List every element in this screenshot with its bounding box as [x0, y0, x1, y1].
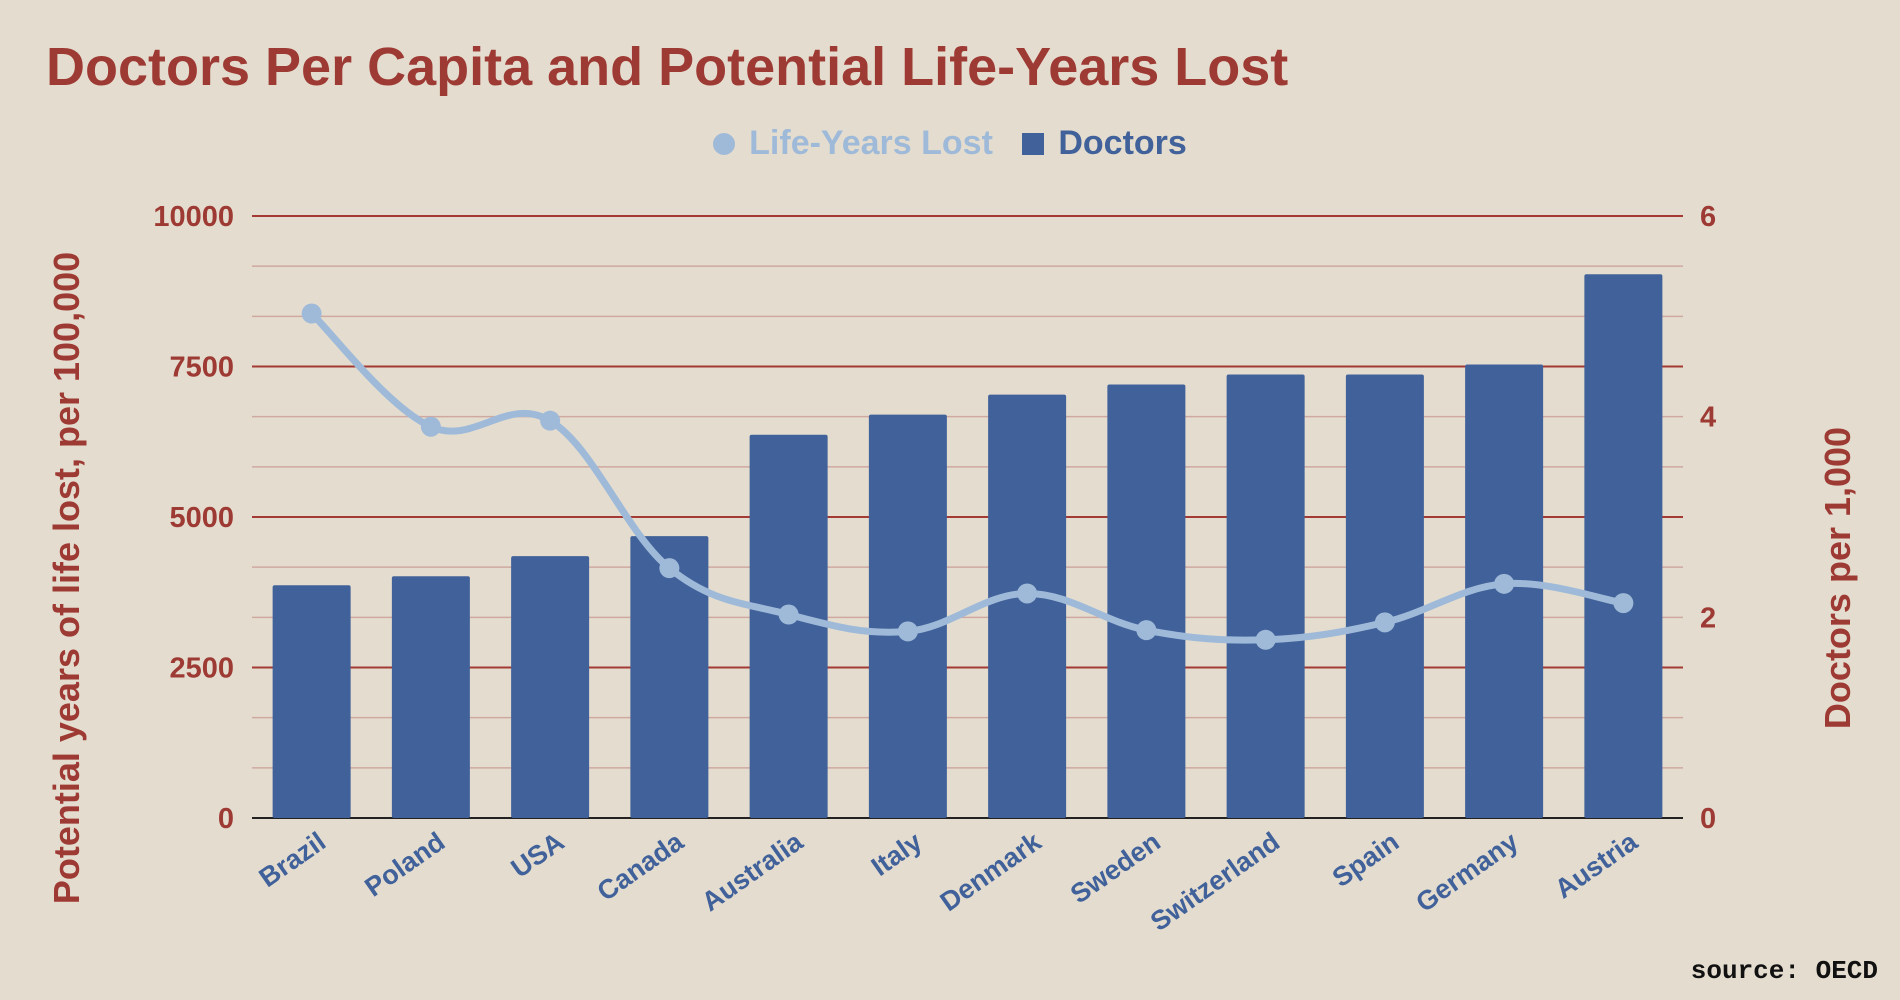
x-tick-label-brazil: Brazil	[254, 826, 331, 893]
bar-spain[interactable]	[1345, 374, 1424, 818]
gridlines	[252, 215, 1683, 819]
legend-item-doctors[interactable]: Doctors	[1022, 124, 1187, 163]
right-tick-label: 0	[1700, 803, 1716, 835]
right-tick-label: 6	[1700, 201, 1716, 233]
source-note: source: OECD	[1690, 956, 1878, 986]
line-series	[301, 303, 1634, 650]
bar-series	[272, 274, 1663, 818]
x-tick-label-switzerland: Switzerland	[1145, 826, 1285, 937]
x-tick-label-sweden: Sweden	[1065, 826, 1166, 909]
bar-australia[interactable]	[749, 434, 828, 818]
bar-brazil[interactable]	[272, 585, 351, 818]
bar-austria[interactable]	[1584, 274, 1663, 818]
point-switzerland[interactable]	[1255, 629, 1276, 650]
x-tick-label-australia: Australia	[696, 826, 809, 917]
right-tick-label: 2	[1700, 602, 1716, 634]
left-tick-label: 10000	[153, 201, 234, 233]
x-tick-label-poland: Poland	[359, 826, 450, 902]
point-germany[interactable]	[1494, 573, 1515, 594]
legend: Life-Years Lost Doctors	[0, 124, 1900, 164]
bar-sweden[interactable]	[1107, 384, 1186, 818]
point-austria[interactable]	[1613, 593, 1634, 614]
legend-label-doctors: Doctors	[1058, 124, 1187, 162]
point-italy[interactable]	[897, 621, 918, 642]
life-years-lost-line	[308, 310, 1627, 644]
legend-dot-icon	[713, 132, 736, 155]
x-tick-label-spain: Spain	[1327, 826, 1404, 893]
right-axis-ticks: 0 2 4 6	[1700, 201, 1716, 835]
point-denmark[interactable]	[1017, 583, 1038, 604]
left-tick-label: 2500	[169, 653, 234, 685]
right-tick-label: 4	[1700, 402, 1716, 434]
legend-label-life-years-lost: Life-Years Lost	[749, 124, 993, 162]
right-axis-title: Doctors per 1,000	[1817, 426, 1858, 730]
point-sweden[interactable]	[1136, 620, 1157, 641]
point-spain[interactable]	[1374, 612, 1395, 633]
bar-italy[interactable]	[868, 414, 947, 818]
legend-square-icon	[1022, 132, 1045, 155]
bar-usa[interactable]	[511, 556, 590, 818]
bar-denmark[interactable]	[988, 394, 1067, 818]
point-canada[interactable]	[659, 558, 680, 579]
left-axis-title: Potential years of life lost, per 100,00…	[46, 251, 87, 905]
point-brazil[interactable]	[301, 303, 322, 324]
x-tick-label-canada: Canada	[592, 826, 690, 907]
x-axis-labels: Brazil Poland USA Canada Australia Italy Denma…	[254, 826, 1644, 937]
bar-switzerland[interactable]	[1226, 374, 1305, 818]
left-tick-label: 5000	[169, 502, 234, 534]
legend-item-life-years-lost[interactable]: Life-Years Lost	[713, 124, 993, 163]
x-tick-label-usa: USA	[506, 826, 570, 883]
x-tick-label-italy: Italy	[866, 826, 927, 882]
left-tick-label: 0	[218, 803, 234, 835]
point-usa[interactable]	[540, 410, 561, 431]
bar-poland[interactable]	[391, 576, 470, 818]
bar-canada[interactable]	[630, 536, 709, 818]
chart-title: Doctors Per Capita and Potential Life-Ye…	[46, 37, 1289, 97]
x-tick-label-austria: Austria	[1549, 826, 1643, 904]
left-axis-ticks: 0 2500 5000 7500 10000	[153, 201, 234, 835]
x-tick-label-denmark: Denmark	[935, 826, 1048, 917]
left-tick-label: 7500	[169, 352, 234, 384]
point-poland[interactable]	[420, 416, 441, 437]
point-australia[interactable]	[778, 604, 799, 625]
x-tick-label-germany: Germany	[1410, 826, 1523, 918]
